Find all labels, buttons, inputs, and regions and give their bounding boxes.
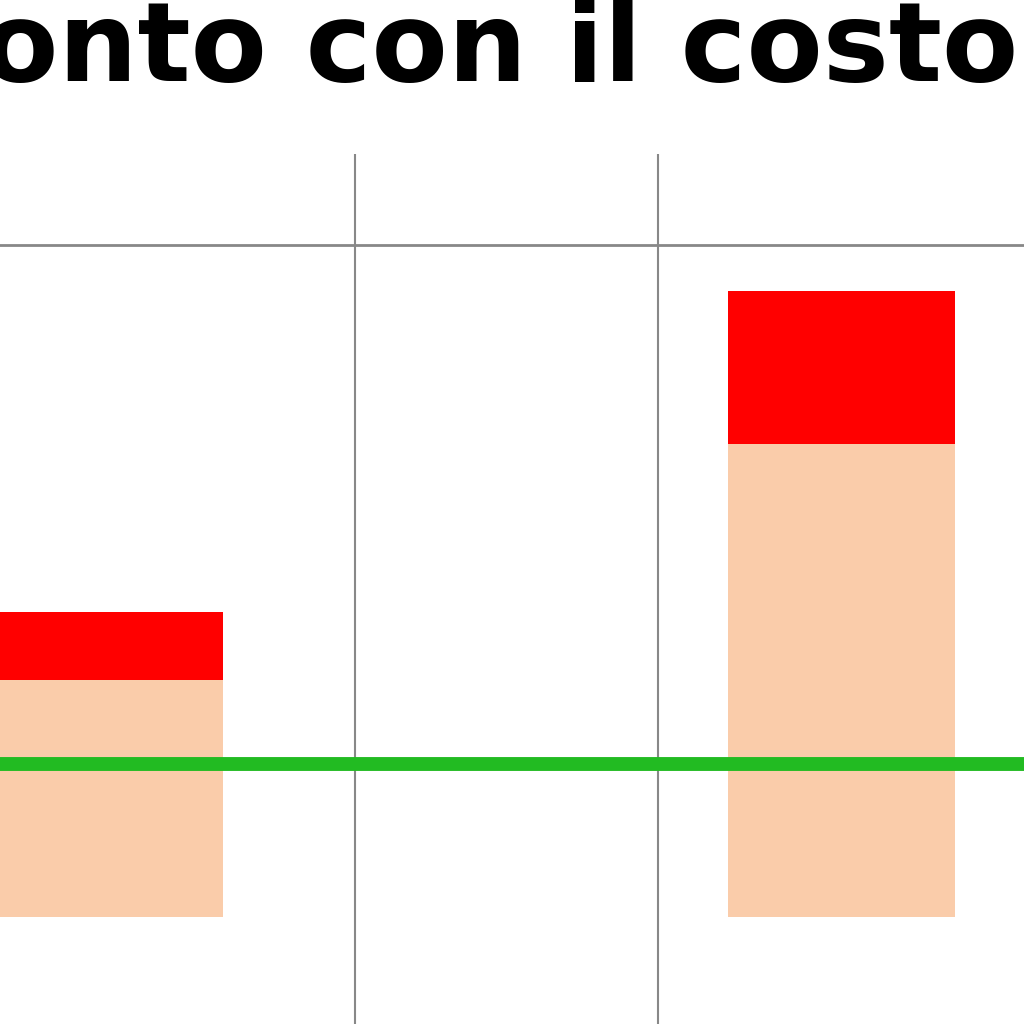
Text: Confronto con il costo medio nazionale ed Emilia Romagna (dato Comune): Confronto con il costo medio nazionale e…	[0, 0, 1024, 104]
Bar	[0, 680, 223, 918]
Bar	[0, 611, 223, 680]
Bar	[728, 291, 954, 443]
Bar	[728, 443, 954, 918]
